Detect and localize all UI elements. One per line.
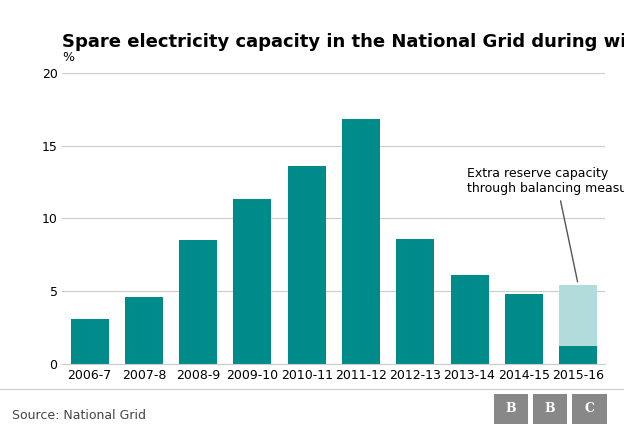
Bar [505,294,543,364]
Bar [396,239,434,364]
Text: B: B [545,402,555,415]
Bar [179,240,217,364]
Text: %: % [62,51,74,64]
Bar [233,199,271,364]
Bar [71,319,109,364]
Bar [288,166,326,364]
Text: Extra reserve capacity
through balancing measures: Extra reserve capacity through balancing… [467,167,624,282]
Text: Source: National Grid: Source: National Grid [12,409,147,422]
Bar [342,119,380,364]
Bar [559,285,597,346]
Bar [125,297,163,364]
Bar [559,346,597,364]
Text: C: C [584,402,595,415]
Bar [451,275,489,364]
Text: B: B [505,402,516,415]
Text: Spare electricity capacity in the National Grid during winter: Spare electricity capacity in the Nation… [62,33,624,51]
